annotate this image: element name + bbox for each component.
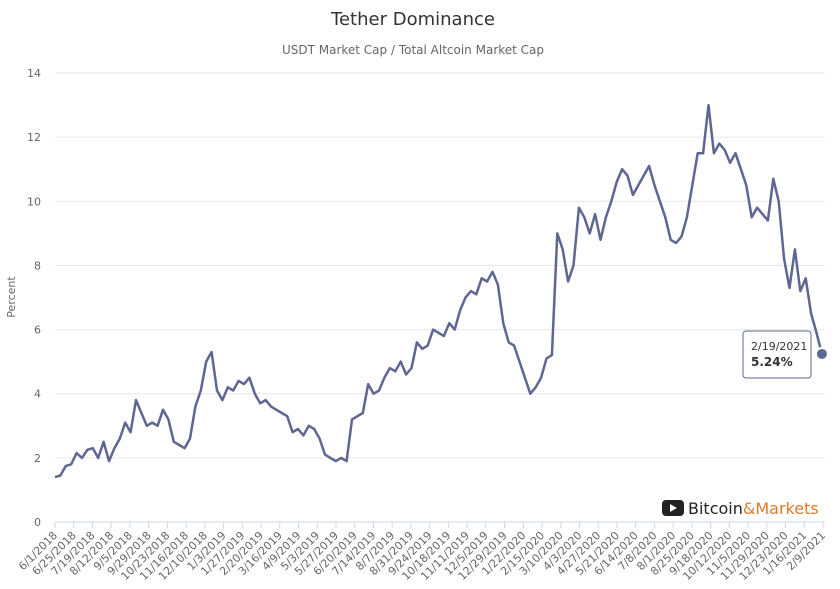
tooltip-value: 5.24% [751,355,793,369]
y-axis-label: Percent [5,276,18,318]
brand-part1: Bitcoin [688,499,743,518]
tooltip-date: 2/19/2021 [751,340,807,353]
hover-point-marker[interactable] [814,346,829,361]
y-tick-label: 10 [27,195,41,208]
plot-area[interactable] [54,103,829,479]
tooltip: 2/19/2021 5.24% [742,330,812,379]
brand-text: Bitcoin&Markets [688,499,819,518]
tooltip-box [742,330,812,379]
y-tick-label: 12 [27,131,41,144]
x-axis-ticks: 6/1/20186/25/20187/19/20188/12/20189/5/2… [16,522,828,583]
y-tick-label: 8 [34,259,41,272]
y-axis-ticks: 0 2 4 6 8 10 12 14 [27,67,41,529]
gridlines [55,72,825,523]
series-line[interactable] [54,103,824,479]
y-tick-label: 0 [34,516,41,529]
y-tick-label: 6 [34,324,41,337]
play-icon-triangle [670,504,677,512]
y-tick-label: 4 [34,388,41,401]
chart-title: Tether Dominance [330,9,495,30]
brand-logo: Bitcoin&Markets [662,499,819,518]
brand-part2: Markets [755,499,818,518]
y-tick-label: 2 [34,452,41,465]
brand-amp: & [743,499,755,518]
chart-subtitle: USDT Market Cap / Total Altcoin Market C… [282,43,544,57]
y-tick-label: 14 [27,67,41,80]
